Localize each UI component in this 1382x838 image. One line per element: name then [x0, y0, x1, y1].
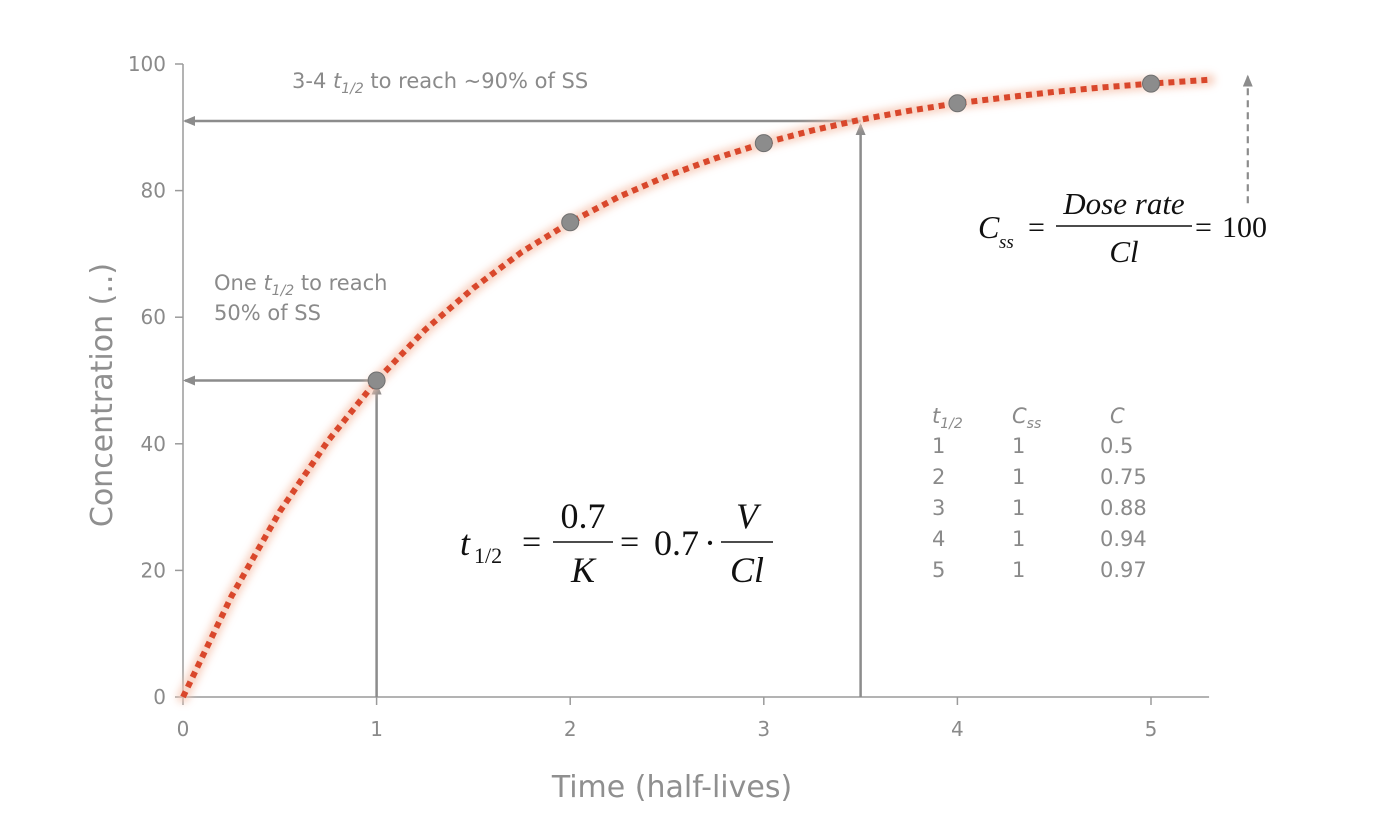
- annotation-ss50-line2: 50% of SS: [214, 301, 321, 325]
- y-tick-label: 80: [141, 179, 166, 203]
- x-tick-label: 4: [951, 717, 964, 741]
- formula-thalf-num1: 0.7: [561, 496, 606, 536]
- formula-thalf: t 1/2 = 0.7 K = 0.7 · V Cl: [460, 496, 773, 590]
- concentration-curve: [180, 76, 1210, 699]
- data-point: [754, 134, 773, 153]
- formula-css-lhs: C: [978, 209, 1000, 245]
- table-cell: 0.88: [1100, 496, 1147, 520]
- annotation-ss90-prefix: 3-4: [292, 69, 333, 93]
- table-cell: 1: [1012, 558, 1025, 582]
- table-header-css: Css: [1012, 404, 1041, 432]
- axes: 0 1 2 3 4 5 0 20 40 60 80 100: [128, 52, 1210, 741]
- table-header-css-sub: ss: [1027, 416, 1042, 432]
- x-axis-title: Time (half-lives): [551, 770, 792, 805]
- formula-thalf-eq2: =: [620, 524, 639, 561]
- formula-css-eq2: =: [1195, 211, 1212, 244]
- table-cell: 1: [932, 434, 945, 458]
- table-cell: 3: [932, 496, 945, 520]
- formula-css-den: Cl: [1109, 234, 1138, 269]
- formula-thalf-den1: K: [570, 550, 597, 590]
- data-point: [948, 94, 967, 113]
- formula-thalf-num2: V: [736, 496, 762, 536]
- formula-thalf-dot: ·: [704, 523, 716, 563]
- formula-thalf-lhs-sub: 1/2: [474, 543, 502, 568]
- y-tick-label: 100: [128, 52, 166, 76]
- table-rows: 1 1 0.5 2 1 0.75 3 1 0.88 4 1 0.94 5 1 0.97: [932, 434, 1147, 582]
- annotation-ss90: 3-4 t1/2 to reach ~90% of SS: [292, 69, 588, 97]
- annotation-ss90-t: t: [333, 69, 342, 93]
- formula-thalf-coef: 0.7: [654, 523, 699, 563]
- x-tick-label: 1: [370, 717, 383, 741]
- table-cell: 5: [932, 558, 945, 582]
- table-header-css-main: C: [1012, 404, 1027, 428]
- table-header-t-main: t: [932, 404, 941, 428]
- y-tick-label: 0: [153, 685, 166, 709]
- x-tick-label: 5: [1145, 717, 1158, 741]
- annotation-ss50-suffix: to reach: [294, 271, 387, 295]
- data-point: [1142, 74, 1160, 93]
- x-tick-label: 3: [757, 717, 770, 741]
- table-header-t: t1/2: [932, 404, 963, 432]
- table-cell: 4: [932, 527, 945, 551]
- formula-css-lhs-sub: ss: [999, 232, 1014, 253]
- annotation-ss50-t: t: [263, 271, 272, 295]
- formula-css-rhs: 100: [1222, 211, 1267, 244]
- guide-lines: [183, 74, 1253, 697]
- annotation-ss90-sub: 1/2: [341, 81, 364, 97]
- annotation-ss50-prefix: One: [214, 271, 263, 295]
- formula-css-num: Dose rate: [1062, 186, 1185, 221]
- table-cell: 1: [1012, 434, 1025, 458]
- formula-thalf-lhs: t: [460, 523, 471, 563]
- annotation-ss50-sub: 1/2: [272, 283, 295, 299]
- table-cell: 0.97: [1100, 558, 1147, 582]
- y-axis-title: Concentration (..): [85, 263, 120, 527]
- table-cell: 1: [1012, 465, 1025, 489]
- x-tick-label: 2: [564, 717, 577, 741]
- data-point: [367, 371, 386, 390]
- table-cell: 1: [1012, 496, 1025, 520]
- table-cell: 0.5: [1100, 434, 1133, 458]
- table-cell: 2: [932, 465, 945, 489]
- formula-thalf-eq: =: [522, 524, 541, 561]
- y-tick-label: 20: [141, 558, 166, 582]
- table-cell: 0.75: [1100, 465, 1147, 489]
- curve-glow: [177, 73, 1216, 703]
- formula-thalf-den2: Cl: [730, 550, 764, 590]
- table-header-c: C: [1110, 404, 1125, 428]
- data-table: t1/2 Css C 1 1 0.5 2 1 0.75 3 1 0.88 4 1 0.94 5 1 0.97: [932, 404, 1147, 582]
- y-tick-label: 60: [141, 305, 166, 329]
- annotation-ss50-line1: One t1/2 to reach: [214, 271, 387, 299]
- y-tick-label: 40: [141, 432, 166, 456]
- x-tick-label: 0: [177, 717, 190, 741]
- annotation-ss90-suffix: to reach ~90% of SS: [364, 69, 588, 93]
- points-layer: [367, 74, 1160, 390]
- formula-css-eq: =: [1028, 211, 1045, 244]
- curve-layer: [177, 73, 1216, 703]
- formula-css: C ss = Dose rate Cl = 100: [978, 186, 1267, 269]
- data-point: [561, 213, 580, 232]
- table-header-t-sub: 1/2: [940, 416, 963, 432]
- table-cell: 1: [1012, 527, 1025, 551]
- table-cell: 0.94: [1100, 527, 1147, 551]
